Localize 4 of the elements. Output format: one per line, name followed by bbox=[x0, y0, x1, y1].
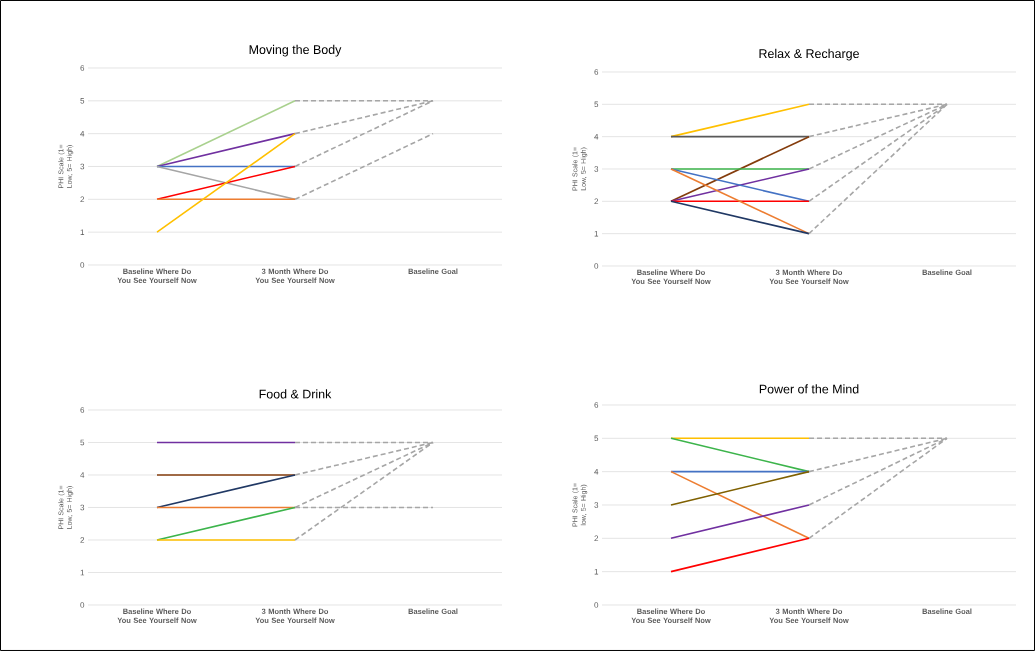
chart-title: Moving the Body bbox=[249, 44, 342, 57]
chart-title: Food & Drink bbox=[259, 389, 332, 399]
chart-title: Power of the Mind bbox=[759, 384, 859, 394]
chart-title: Relax & Recharge bbox=[759, 48, 859, 61]
